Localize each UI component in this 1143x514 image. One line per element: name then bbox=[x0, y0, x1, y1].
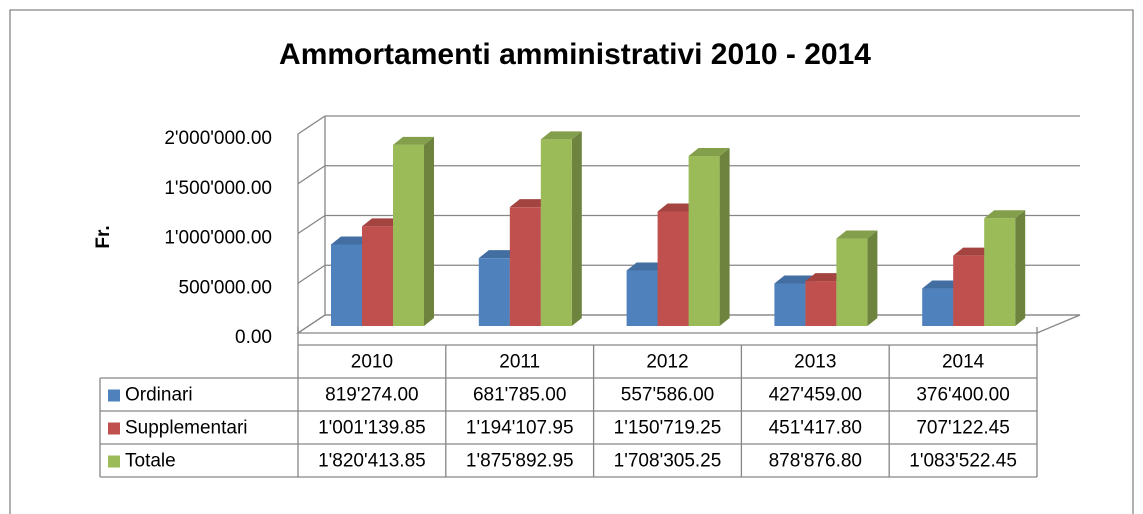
table-cell: 819'274.00 bbox=[325, 385, 418, 406]
bar-top bbox=[626, 262, 668, 271]
y-axis-title: Fr. bbox=[93, 225, 114, 248]
bar-top bbox=[774, 275, 816, 284]
bar bbox=[688, 156, 720, 326]
bar-top bbox=[805, 273, 847, 282]
bar-side bbox=[867, 230, 878, 326]
bar bbox=[805, 281, 837, 326]
bar bbox=[478, 258, 510, 326]
x-tick-label: 2012 bbox=[646, 352, 688, 373]
bar-side bbox=[719, 148, 730, 326]
table-cell: 1'875'892.95 bbox=[466, 451, 574, 472]
bar-top bbox=[478, 250, 520, 259]
bar bbox=[626, 270, 658, 326]
table-cell: 681'785.00 bbox=[473, 385, 566, 406]
bar-top bbox=[984, 210, 1026, 219]
bar-side bbox=[1015, 210, 1026, 326]
bar bbox=[509, 207, 541, 326]
legend-label: Totale bbox=[125, 451, 176, 472]
bar bbox=[953, 255, 985, 326]
bar-side bbox=[571, 131, 582, 326]
chart-title: Ammortamenti amministrativi 2010 - 2014 bbox=[279, 38, 871, 71]
table-cell: 878'876.80 bbox=[769, 451, 862, 472]
table-cell: 451'417.80 bbox=[769, 418, 862, 439]
bar bbox=[362, 226, 393, 326]
y-tick-label: 0.00 bbox=[235, 327, 272, 348]
bar bbox=[984, 218, 1016, 326]
table-cell: 1'194'107.95 bbox=[466, 418, 574, 439]
bar-top bbox=[922, 280, 964, 289]
y-tick-label: 500'000.00 bbox=[179, 277, 272, 298]
bar-top bbox=[836, 230, 878, 239]
bar bbox=[331, 244, 362, 326]
bar-side bbox=[424, 136, 434, 326]
y-tick-label: 2'000'000.00 bbox=[164, 128, 272, 149]
table-cell: 1'820'413.85 bbox=[318, 451, 426, 472]
y-tick-label: 1'500'000.00 bbox=[164, 178, 272, 199]
y-tick-label: 1'000'000.00 bbox=[164, 228, 272, 249]
bar-top bbox=[540, 131, 582, 140]
bar bbox=[540, 139, 572, 326]
bar bbox=[393, 144, 424, 326]
bar-top bbox=[953, 247, 995, 256]
bar bbox=[657, 211, 689, 326]
bar-top bbox=[509, 199, 551, 208]
x-tick-label: 2013 bbox=[794, 352, 836, 373]
bar bbox=[836, 238, 868, 326]
grid-line bbox=[297, 165, 326, 185]
chart-border bbox=[9, 9, 1134, 514]
table-cell: 1'083'522.45 bbox=[909, 451, 1017, 472]
grid-line bbox=[297, 115, 326, 135]
table-cell: 1'150'719.25 bbox=[614, 418, 722, 439]
grid-line bbox=[297, 264, 326, 284]
table-cell: 1'001'139.85 bbox=[318, 418, 426, 439]
x-tick-label: 2010 bbox=[351, 352, 393, 373]
legend-label: Supplementari bbox=[125, 418, 248, 439]
table-cell: 427'459.00 bbox=[769, 385, 862, 406]
bar-top bbox=[393, 136, 434, 145]
bar-top bbox=[657, 203, 699, 212]
x-tick-label: 2014 bbox=[942, 352, 985, 373]
legend-swatch bbox=[108, 455, 120, 468]
table-cell: 376'400.00 bbox=[916, 385, 1009, 406]
bar bbox=[922, 288, 954, 326]
bar bbox=[774, 283, 806, 326]
bar-top bbox=[362, 218, 403, 227]
grid-line bbox=[297, 314, 326, 334]
table-cell: 1'708'305.25 bbox=[614, 451, 722, 472]
x-tick-label: 2011 bbox=[499, 352, 540, 373]
table-cell: 707'122.45 bbox=[916, 418, 1009, 439]
bar-top bbox=[688, 148, 730, 157]
bar-top bbox=[331, 236, 372, 245]
table-cell: 557'586.00 bbox=[621, 385, 714, 406]
legend-swatch bbox=[108, 389, 120, 402]
legend-swatch bbox=[108, 422, 120, 435]
grid-line bbox=[297, 214, 326, 235]
legend-label: Ordinari bbox=[125, 385, 193, 406]
